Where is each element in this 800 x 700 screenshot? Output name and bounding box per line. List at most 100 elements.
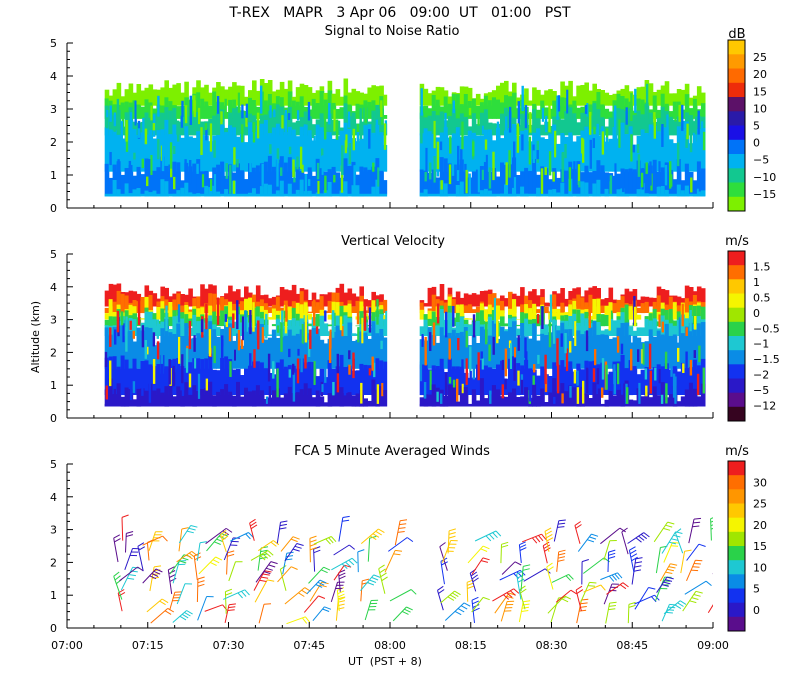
- snr-cell: [323, 92, 329, 106]
- wind-barb-shaft: [149, 566, 155, 592]
- vv-cell: [228, 301, 233, 320]
- wind-barb-flag: [369, 579, 377, 583]
- snr-cell: [152, 170, 158, 195]
- snr-cell: [244, 179, 249, 195]
- vv-streak: [694, 316, 697, 330]
- snr-streak: [380, 100, 383, 117]
- wind-barb-shaft: [378, 568, 386, 594]
- snr-cell: [252, 80, 257, 106]
- wind-barb-flag: [128, 574, 136, 577]
- snr-cell: [548, 89, 553, 106]
- vv-cell: [220, 389, 225, 407]
- vv-colorbar-swatch: [728, 392, 745, 408]
- wind-barb-shaft: [276, 522, 281, 544]
- snr-cell: [295, 136, 301, 172]
- snr-cell: [672, 143, 678, 172]
- vv-streak: [288, 369, 291, 378]
- snr-cell: [548, 189, 553, 197]
- vv-streak: [245, 395, 249, 406]
- x-tick-label: 08:15: [455, 639, 487, 652]
- wind-barb-flag: [514, 561, 522, 566]
- vv-colorbar-swatch: [728, 336, 745, 351]
- snr-cell: [367, 169, 372, 195]
- vv-cell: [240, 301, 245, 314]
- vv-cell: [572, 387, 577, 407]
- vv-cell: [487, 316, 493, 336]
- vv-streak: [590, 338, 593, 359]
- wind-barb-flag: [684, 549, 692, 552]
- vv-cell: [467, 377, 473, 395]
- snr-cell: [520, 186, 525, 197]
- vv-cell: [584, 290, 589, 307]
- snr-cell: [463, 94, 469, 119]
- vv-cell: [439, 284, 445, 307]
- snr-cell: [652, 95, 658, 119]
- snr-streak: [303, 124, 307, 134]
- snr-cell: [463, 116, 469, 136]
- wind-barb-flag: [330, 536, 337, 543]
- wind-barb-shaft: [606, 582, 624, 595]
- vv-streak: [328, 335, 332, 363]
- vv-cell: [487, 294, 493, 313]
- wind-barb-flag: [579, 606, 587, 608]
- snr-cell: [232, 108, 237, 136]
- vv-streak: [585, 330, 589, 352]
- snr-streak: [573, 161, 576, 185]
- vv-cell: [379, 360, 384, 395]
- vv-cell: [455, 322, 461, 336]
- snr-cell: [208, 187, 213, 197]
- wind-barb-flag: [401, 610, 409, 615]
- wind-barb-flag: [643, 532, 650, 538]
- snr-cell: [375, 86, 380, 106]
- snr-streak: [457, 145, 460, 171]
- vv-floor: [104, 403, 388, 407]
- vv-cell: [479, 360, 485, 395]
- snr-cell: [439, 87, 445, 106]
- wind-barb-flag: [523, 600, 531, 603]
- snr-cell: [652, 125, 658, 172]
- vv-streak: [324, 367, 327, 383]
- snr-colorbar-label: −15: [753, 188, 776, 201]
- wind-barb-flag: [635, 557, 643, 560]
- wind-barb-flag: [460, 605, 468, 610]
- snr-cell: [180, 180, 185, 195]
- vv-cell: [116, 290, 122, 313]
- wind-barb-flag: [179, 615, 187, 621]
- snr-cell: [423, 105, 429, 119]
- winds-y-tick-label: 3: [50, 524, 57, 537]
- wind-barb-flag: [693, 594, 701, 597]
- vv-cell: [520, 396, 525, 407]
- snr-cell: [132, 189, 138, 197]
- vv-cell: [271, 308, 277, 320]
- snr-cell: [319, 91, 325, 119]
- vv-cell: [560, 288, 565, 307]
- wind-barb-flag: [285, 558, 293, 561]
- winds-colorbar-swatch: [728, 461, 745, 476]
- wind-barb-shaft: [284, 543, 298, 562]
- snr-cell: [124, 89, 130, 106]
- vv-cell: [652, 367, 658, 395]
- wind-barb-shaft: [258, 540, 274, 552]
- vv-streak: [146, 346, 149, 355]
- vv-streak: [292, 363, 295, 375]
- vv-cell: [172, 299, 177, 314]
- snr-streak: [296, 156, 299, 170]
- wind-barb-flag: [290, 566, 298, 570]
- snr-cell: [283, 162, 289, 195]
- vv-cell: [608, 371, 614, 395]
- snr-cell: [104, 89, 110, 106]
- vv-cell: [291, 318, 297, 336]
- vv-streak: [601, 387, 604, 398]
- snr-streak: [161, 142, 165, 172]
- vv-cell: [528, 300, 533, 314]
- snr-cell: [184, 162, 189, 195]
- snr-streak: [673, 125, 676, 133]
- vv-cell: [644, 341, 650, 369]
- snr-cell: [359, 92, 364, 106]
- snr-cell: [636, 160, 642, 195]
- snr-cell: [564, 111, 569, 136]
- vv-streak: [457, 338, 460, 351]
- vv-colorbar-label: −1: [753, 338, 769, 351]
- vv-streak: [582, 380, 585, 404]
- vv-cell: [584, 393, 589, 407]
